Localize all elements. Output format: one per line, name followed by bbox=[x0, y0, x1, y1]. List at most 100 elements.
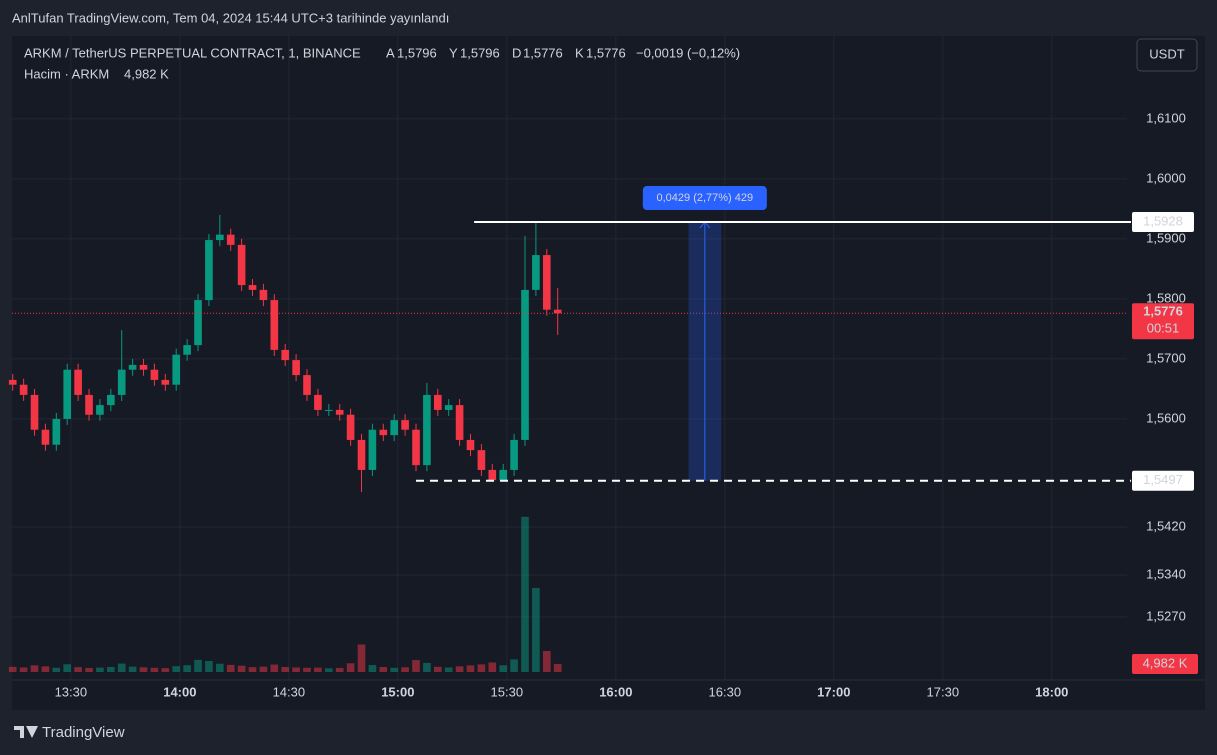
currency[interactable]: USDT bbox=[1149, 46, 1184, 61]
currency-button[interactable] bbox=[1136, 38, 1198, 72]
candle-body bbox=[107, 394, 115, 406]
candle-body bbox=[128, 364, 137, 370]
candle-body bbox=[335, 409, 344, 415]
candle-body bbox=[324, 409, 333, 411]
candle-body bbox=[532, 255, 540, 290]
y-tick-label: 1,5600 bbox=[1146, 410, 1186, 425]
candle-body bbox=[379, 429, 388, 436]
volume-bar bbox=[499, 665, 508, 672]
legend-value: 1,5776 bbox=[586, 45, 626, 60]
volume-bar bbox=[237, 665, 246, 672]
volume-bar bbox=[433, 666, 442, 672]
volume-bar bbox=[259, 666, 268, 672]
candle-body bbox=[390, 420, 399, 436]
x-tick-label: 16:00 bbox=[599, 684, 632, 699]
candle-body bbox=[401, 420, 409, 430]
x-tick-label: 15:30 bbox=[491, 684, 524, 699]
footer-brand: TradingView bbox=[42, 724, 125, 741]
chart-pane bbox=[12, 36, 1205, 710]
candle-body bbox=[248, 285, 257, 290]
candle-body bbox=[412, 429, 420, 466]
volume-bar bbox=[455, 666, 464, 672]
candle-body bbox=[510, 439, 518, 470]
candle-body bbox=[205, 240, 213, 301]
volume-bar bbox=[423, 662, 431, 672]
y-tick-label: 1,6100 bbox=[1146, 110, 1186, 125]
volume-bar bbox=[401, 667, 409, 672]
volume-bar bbox=[215, 663, 224, 672]
legend-change: −0,0019 (−0,12%) bbox=[636, 45, 740, 60]
volume-bar bbox=[63, 664, 72, 672]
legend-key: Y bbox=[449, 45, 458, 60]
measure-label: 0,0429 (2,77%) 429 bbox=[657, 192, 754, 204]
candle-body bbox=[314, 394, 322, 410]
volume-bar bbox=[346, 663, 355, 672]
volume-bar bbox=[161, 668, 170, 672]
volume-bar bbox=[324, 668, 333, 672]
level-tag-label: 1,5928 bbox=[1143, 213, 1183, 228]
volume-bar bbox=[281, 666, 290, 672]
volume-bar bbox=[368, 665, 377, 672]
x-tick-label: 14:00 bbox=[163, 684, 196, 699]
volume-bar bbox=[303, 667, 311, 672]
legend-key: A bbox=[386, 45, 395, 60]
symbol: ARKM / TetherUS PERPETUAL CONTRACT, 1, B… bbox=[24, 45, 361, 60]
volume-bar bbox=[19, 667, 28, 672]
legend-key: K bbox=[575, 45, 584, 60]
candle-body bbox=[41, 429, 50, 445]
x-tick-label: 16:30 bbox=[709, 684, 742, 699]
y-tick-label: 1,6000 bbox=[1146, 170, 1186, 185]
candle-body bbox=[8, 379, 17, 385]
candle-body bbox=[215, 234, 224, 241]
volume-bar bbox=[41, 666, 50, 672]
volume-bar bbox=[194, 659, 202, 672]
last-price-tag bbox=[1132, 303, 1194, 340]
logo bbox=[14, 726, 38, 738]
x-tick-label: 17:00 bbox=[817, 684, 850, 699]
volume-bar bbox=[85, 667, 93, 672]
x-tick-label: 15:00 bbox=[381, 684, 414, 699]
candle-body bbox=[161, 379, 170, 385]
volume-bar bbox=[542, 650, 551, 672]
y-tick-label: 1,5270 bbox=[1146, 608, 1186, 623]
candle-body bbox=[139, 364, 148, 370]
volume-bar bbox=[477, 664, 486, 672]
candle-body bbox=[444, 405, 453, 410]
volume-bar bbox=[96, 667, 104, 672]
candle-body bbox=[499, 469, 508, 481]
legend-value: 1,5796 bbox=[397, 45, 437, 60]
volume-bar bbox=[390, 667, 399, 672]
volume-bar bbox=[553, 663, 562, 672]
candle-body bbox=[226, 234, 235, 245]
volume-bar bbox=[292, 667, 300, 672]
volume-bar bbox=[466, 665, 475, 672]
level-tag bbox=[1132, 212, 1194, 233]
candle-body bbox=[368, 429, 377, 470]
volume-bar bbox=[139, 667, 148, 672]
measure-label-box bbox=[642, 186, 767, 211]
x-tick-label: 13:30 bbox=[55, 684, 88, 699]
volume-bar bbox=[335, 667, 344, 672]
volume-bar bbox=[521, 516, 529, 672]
volume-bar bbox=[205, 661, 213, 672]
candle-body bbox=[303, 375, 311, 395]
candle-body bbox=[150, 369, 159, 380]
candle-body bbox=[30, 394, 39, 430]
x-tick-label: 17:30 bbox=[927, 684, 960, 699]
volume-bar bbox=[74, 667, 82, 672]
volume-bar bbox=[8, 666, 17, 672]
volume-bar bbox=[314, 667, 322, 672]
candle-body bbox=[542, 255, 551, 310]
candle-body bbox=[172, 354, 181, 385]
volume-value: 4,982 K bbox=[124, 66, 169, 81]
volume-bar bbox=[488, 662, 497, 672]
candle-body bbox=[96, 405, 104, 415]
volume-bar bbox=[532, 587, 540, 672]
publisher: AnlTufan TradingView.com, Tem 04, 2024 1… bbox=[12, 10, 449, 25]
candle-body bbox=[19, 384, 28, 395]
candle-body bbox=[521, 289, 529, 440]
candle-body bbox=[85, 394, 93, 415]
volume-tag-label: 4,982 K bbox=[1143, 655, 1188, 670]
legend-value: 1,5796 bbox=[460, 45, 500, 60]
